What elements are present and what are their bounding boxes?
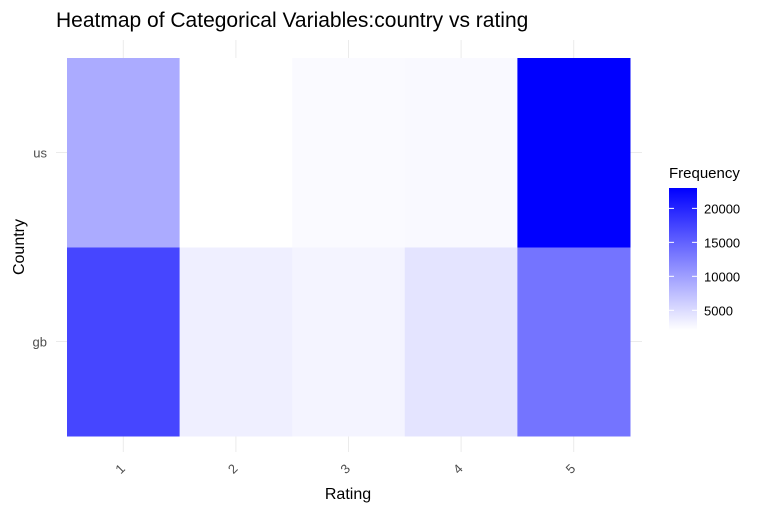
legend-tick-label: 10000 xyxy=(704,269,740,284)
heatmap-cell-gb-1 xyxy=(67,247,181,437)
x-tick-label: 5 xyxy=(563,461,579,477)
heatmap-cell-us-5 xyxy=(517,58,631,248)
heatmap-cell-gb-5 xyxy=(517,247,631,437)
legend-tick-label: 20000 xyxy=(704,201,740,216)
heatmap-cell-us-4 xyxy=(404,58,518,248)
heatmap-cell-us-2 xyxy=(179,58,293,248)
x-axis-title: Rating xyxy=(325,486,371,503)
legend-tick-label: 15000 xyxy=(704,235,740,250)
legend-colorbar xyxy=(669,188,697,330)
heatmap-cell-gb-3 xyxy=(292,247,406,437)
x-tick-label: 2 xyxy=(225,461,241,477)
heatmap-cell-us-1 xyxy=(67,58,181,248)
heatmap-tiles xyxy=(67,58,631,437)
heatmap-cell-gb-4 xyxy=(404,247,518,437)
y-tick-labels: gb us xyxy=(33,146,48,350)
y-axis-title: Country xyxy=(11,219,28,275)
y-tick-label: us xyxy=(33,146,47,161)
x-tick-label: 4 xyxy=(450,461,466,477)
x-tick-label: 3 xyxy=(337,461,353,477)
x-tick-label: 1 xyxy=(112,461,128,477)
chart-title: Heatmap of Categorical Variables:country… xyxy=(56,9,528,32)
legend-tick-label: 5000 xyxy=(704,303,733,318)
heatmap-cell-us-3 xyxy=(292,58,406,248)
y-tick-label: gb xyxy=(33,335,47,350)
color-legend: Frequency 5000 10000 15000 20000 xyxy=(669,165,740,330)
legend-title: Frequency xyxy=(669,165,740,182)
x-tick-labels: 1 2 3 4 5 xyxy=(112,461,578,477)
heatmap-cell-gb-2 xyxy=(179,247,293,437)
